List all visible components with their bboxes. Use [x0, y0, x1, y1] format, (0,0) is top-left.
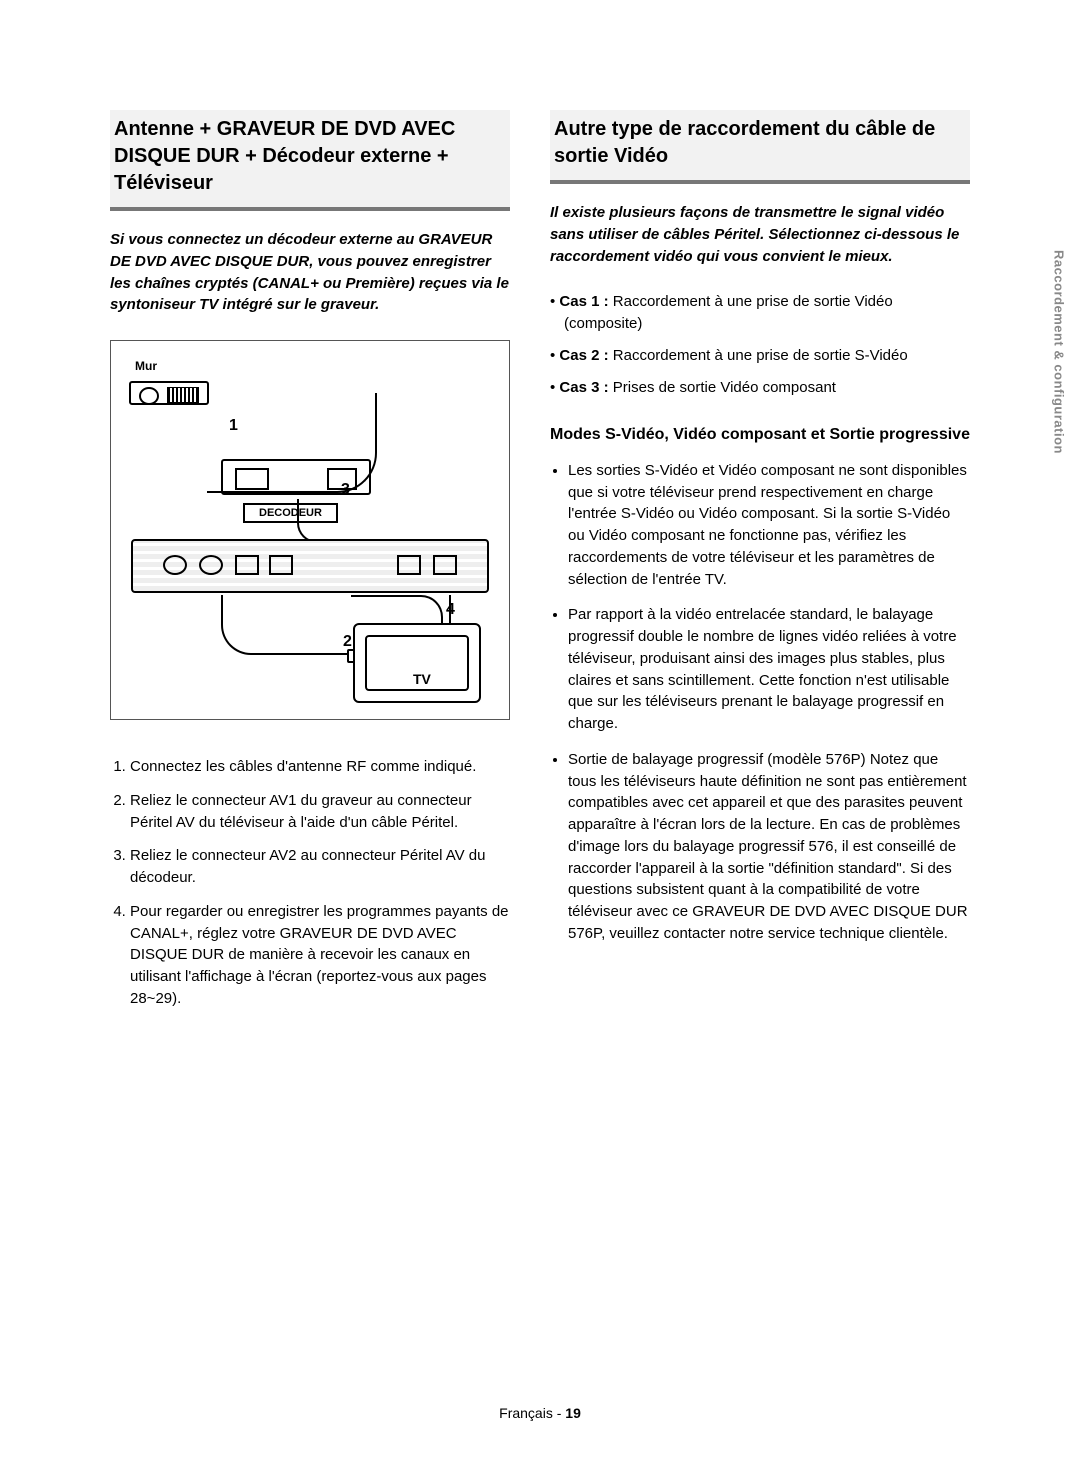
diagram-num-1: 1: [229, 417, 238, 435]
case-label: Cas 2 :: [559, 347, 608, 364]
left-steps-list: Connectez les câbles d'antenne RF comme …: [110, 756, 510, 1010]
list-item: Connectez les câbles d'antenne RF comme …: [130, 756, 510, 778]
footer-sep: -: [553, 1405, 565, 1421]
diagram-num-3: 3: [341, 481, 350, 499]
recorder-port: [163, 555, 187, 575]
case-label: Cas 1 :: [559, 293, 608, 310]
recorder-port: [269, 555, 293, 575]
list-item: Les sorties S-Vidéo et Vidéo composant n…: [568, 460, 970, 591]
side-tab-label: Raccordement & configuration: [1052, 250, 1067, 454]
connection-diagram: Mur DECODEUR TV 1 2 3 4: [110, 340, 510, 720]
cases-list: • Cas 1 : Raccordement à une prise de so…: [550, 291, 970, 398]
diagram-label-mur: Mur: [133, 359, 159, 373]
recorder-port: [433, 555, 457, 575]
recorder-back-panel: [131, 539, 489, 593]
case-label: Cas 3 :: [559, 379, 608, 396]
tv-box-icon: [353, 623, 481, 703]
list-item: Sortie de balayage progressif (modèle 57…: [568, 749, 970, 945]
case-line: • Cas 1 : Raccordement à une prise de so…: [550, 291, 970, 335]
list-item: Par rapport à la vidéo entrelacée standa…: [568, 604, 970, 735]
diagram-num-4: 4: [446, 601, 455, 619]
case-text: Prises de sortie Vidéo composant: [609, 379, 836, 396]
recorder-port: [397, 555, 421, 575]
footer-page: 19: [565, 1405, 581, 1421]
case-text: Raccordement à une prise de sortie S-Vid…: [609, 347, 908, 364]
right-section-title: Autre type de raccordement du câble de s…: [550, 110, 970, 184]
page-footer: Français - 19: [0, 1405, 1080, 1421]
case-line: • Cas 3 : Prises de sortie Vidéo composa…: [550, 377, 970, 399]
list-item: Pour regarder ou enregistrer les program…: [130, 901, 510, 1010]
page-body: Raccordement & configuration Antenne + G…: [110, 110, 990, 1022]
left-column: Antenne + GRAVEUR DE DVD AVEC DISQUE DUR…: [110, 110, 510, 1022]
recorder-port: [235, 555, 259, 575]
right-subtitle: Modes S-Vidéo, Vidéo composant et Sortie…: [550, 424, 970, 446]
left-section-title: Antenne + GRAVEUR DE DVD AVEC DISQUE DUR…: [110, 110, 510, 211]
recorder-port: [199, 555, 223, 575]
list-item: Reliez le connecteur AV1 du graveur au c…: [130, 790, 510, 834]
list-item: Reliez le connecteur AV2 au connecteur P…: [130, 845, 510, 889]
case-line: • Cas 2 : Raccordement à une prise de so…: [550, 345, 970, 367]
cable-3: [297, 499, 377, 543]
diagram-num-2: 2: [343, 633, 352, 651]
right-column: Autre type de raccordement du câble de s…: [550, 110, 970, 1022]
right-bullets: Les sorties S-Vidéo et Vidéo composant n…: [550, 460, 970, 945]
side-tab: Raccordement & configuration: [1048, 250, 1070, 459]
diagram-label-tv: TV: [411, 671, 433, 687]
right-intro: Il existe plusieurs façons de transmettr…: [550, 202, 970, 267]
wall-plate-icon: [129, 381, 209, 405]
left-intro: Si vous connectez un décodeur externe au…: [110, 229, 510, 316]
case-text: Raccordement à une prise de sortie Vidéo…: [564, 293, 893, 332]
footer-lang: Français: [499, 1405, 553, 1421]
